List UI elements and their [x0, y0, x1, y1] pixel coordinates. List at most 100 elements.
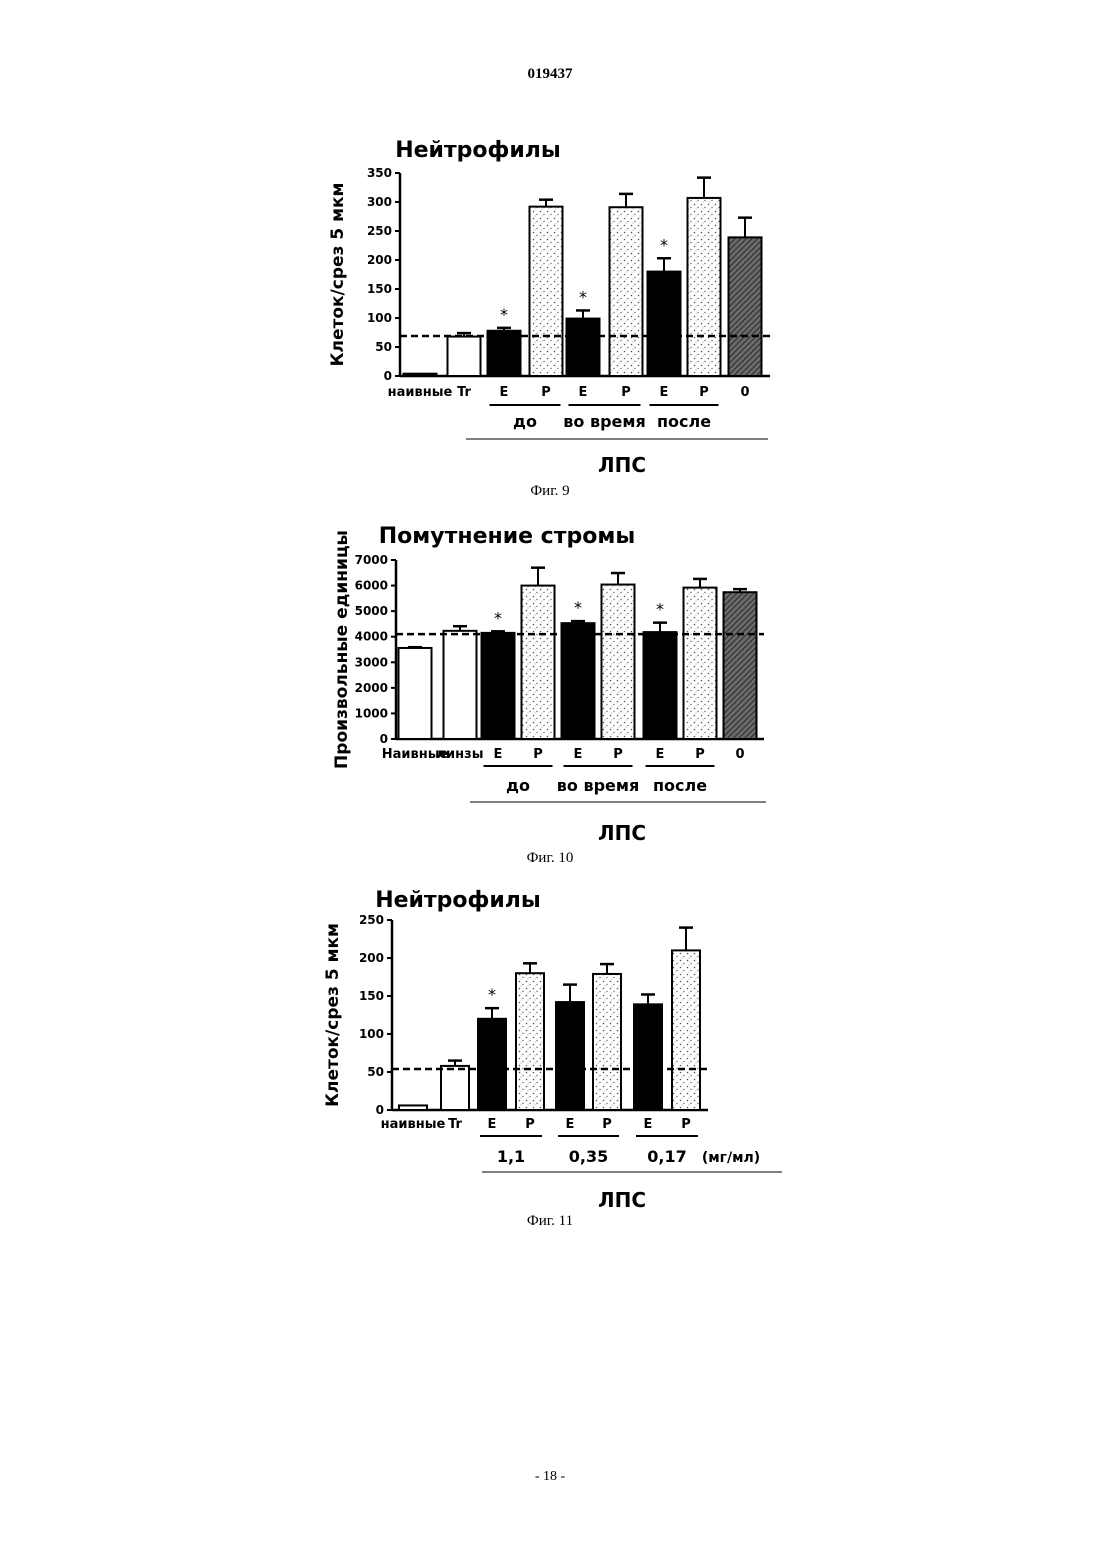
x-tick-label: Tr — [457, 385, 471, 400]
y-axis-label: Клеток/срез 5 мкм — [323, 923, 343, 1107]
x-tick-label: E — [644, 1117, 653, 1132]
bar — [399, 1105, 427, 1110]
bar — [404, 374, 437, 376]
bar — [522, 586, 555, 739]
significance-star: * — [660, 235, 668, 254]
x-tick-label: E — [656, 747, 665, 762]
lps-label: ЛПС — [598, 453, 646, 477]
x-tick-label: P — [525, 1117, 535, 1132]
group-label: до — [506, 776, 530, 795]
x-tick-label: наивные — [388, 385, 453, 400]
lps-label: ЛПС — [598, 821, 646, 845]
bar — [648, 272, 681, 376]
x-tick-label: E — [500, 385, 509, 400]
y-tick-label: 4000 — [355, 630, 388, 644]
significance-star: * — [579, 287, 587, 306]
x-tick-label: E — [579, 385, 588, 400]
x-tick-label: P — [541, 385, 551, 400]
bar — [562, 623, 595, 739]
y-tick-label: 3000 — [355, 655, 388, 669]
y-tick-label: 200 — [367, 253, 392, 267]
x-tick-label: наивные — [381, 1117, 446, 1132]
significance-star: * — [574, 598, 582, 617]
x-tick-label: Tr — [448, 1117, 462, 1132]
chart-title: Помутнение стромы — [379, 524, 635, 549]
x-tick-label: P — [681, 1117, 691, 1132]
y-tick-label: 0 — [376, 1103, 384, 1117]
x-tick-label: E — [660, 385, 669, 400]
y-tick-label: 150 — [359, 989, 384, 1003]
figure-caption: Фиг. 9 — [530, 483, 569, 499]
y-tick-label: 100 — [367, 311, 392, 325]
group-label: до — [513, 412, 537, 431]
x-tick-label: E — [566, 1117, 575, 1132]
bar — [441, 1066, 469, 1110]
bar — [530, 207, 563, 376]
chart-1: НейтрофилыКлеток/срез 5 мкм0501001502002… — [328, 138, 770, 499]
y-tick-label: 350 — [367, 166, 392, 180]
y-tick-label: 2000 — [355, 681, 388, 695]
x-tick-label: P — [533, 747, 543, 762]
bar — [516, 973, 544, 1110]
y-tick-label: 250 — [367, 224, 392, 238]
x-tick-label: E — [494, 747, 503, 762]
x-tick-label: 0 — [735, 747, 744, 762]
group-label: 0,35 — [569, 1147, 608, 1166]
bar — [556, 1002, 584, 1110]
group-label: после — [653, 776, 707, 795]
y-tick-label: 5000 — [355, 604, 388, 618]
group-label: 0,17 — [647, 1147, 686, 1166]
y-tick-label: 100 — [359, 1027, 384, 1041]
lps-label: ЛПС — [598, 1188, 646, 1212]
y-tick-label: 1000 — [355, 706, 388, 720]
chart-title: Нейтрофилы — [375, 888, 541, 913]
bar — [610, 207, 643, 376]
y-tick-label: 50 — [375, 340, 392, 354]
y-axis-label: Произвольные единицы — [332, 530, 352, 769]
group-label: во время — [563, 412, 645, 431]
x-tick-label: P — [621, 385, 631, 400]
group-unit-label: (мг/мл) — [702, 1150, 760, 1166]
bar — [644, 632, 677, 739]
bar — [444, 631, 477, 739]
y-tick-label: 0 — [380, 732, 388, 746]
x-tick-label: P — [602, 1117, 612, 1132]
significance-star: * — [656, 600, 664, 619]
bar — [634, 1004, 662, 1110]
y-tick-label: 250 — [359, 913, 384, 927]
chart-3: Нейтрофилы Клеток/срез 5 мкм 0 50 100 150 200 2… — [323, 888, 782, 1229]
y-tick-label: 150 — [367, 282, 392, 296]
bar — [482, 633, 515, 739]
y-tick-label: 50 — [367, 1065, 384, 1079]
x-tick-label: P — [699, 385, 709, 400]
group-label: после — [657, 412, 711, 431]
significance-star: * — [494, 608, 502, 627]
y-tick-label: 0 — [384, 369, 392, 383]
y-tick-label: 6000 — [355, 579, 388, 593]
x-tick-label: P — [695, 747, 705, 762]
figure-caption: Фиг. 10 — [527, 850, 574, 866]
x-tick-label: 0 — [740, 385, 749, 400]
bar — [688, 198, 721, 376]
bar — [448, 337, 481, 376]
y-tick-label: 7000 — [355, 553, 388, 567]
x-tick-label: E — [488, 1117, 497, 1132]
x-tick-label: E — [574, 747, 583, 762]
bar — [602, 585, 635, 739]
bar — [729, 237, 762, 376]
bar — [684, 588, 717, 739]
bar — [593, 974, 621, 1110]
group-label: во время — [557, 776, 639, 795]
y-tick-label: 200 — [359, 951, 384, 965]
chart-2: Помутнение стромы Произвольные единицы 0 10… — [332, 524, 766, 866]
significance-star: * — [500, 305, 508, 324]
group-label: 1,1 — [497, 1147, 525, 1166]
y-tick-label: 300 — [367, 195, 392, 209]
y-axis-label: Клеток/срез 5 мкм — [328, 183, 348, 367]
bar — [399, 648, 432, 739]
significance-star: * — [488, 985, 496, 1004]
bar — [488, 331, 521, 376]
figure-caption: Фиг. 11 — [527, 1213, 573, 1229]
bar — [478, 1019, 506, 1110]
bar — [567, 319, 600, 376]
